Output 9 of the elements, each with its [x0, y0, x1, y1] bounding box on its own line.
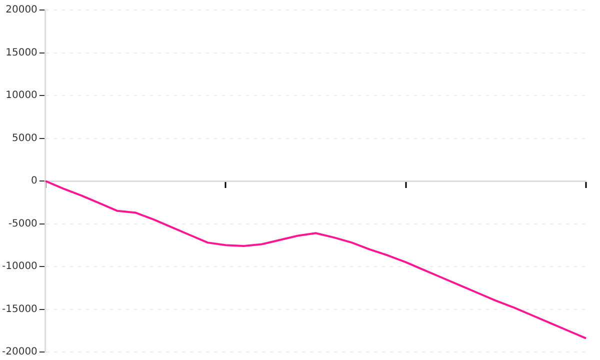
y-tick-label: 0 [31, 176, 38, 187]
y-tick-label: 5000 [12, 132, 38, 144]
y-tick-label: -20000 [2, 346, 38, 358]
y-tick-label: -10000 [2, 261, 38, 272]
y-tick-label: 10000 [6, 90, 38, 102]
y-tick-label: -15000 [2, 304, 38, 315]
y-tick-label: -5000 [8, 218, 38, 230]
y-tick-label: 20000 [6, 4, 38, 16]
y-tick-label: 15000 [6, 47, 38, 58]
